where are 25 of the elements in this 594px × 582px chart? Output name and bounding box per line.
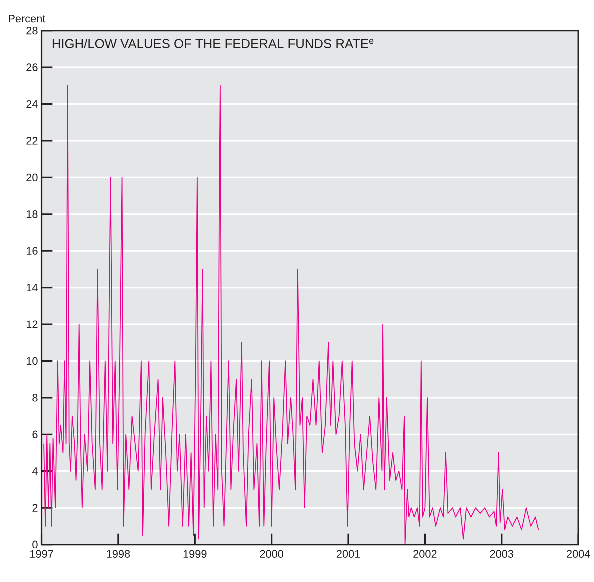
y-tick-label: 0 xyxy=(32,541,38,549)
y-tick-label: 24 xyxy=(26,100,38,108)
y-tick-label: 12 xyxy=(26,320,38,329)
x-tick-label: 2001 xyxy=(336,550,360,558)
y-tick-label: 14 xyxy=(26,284,38,292)
x-tick-label: 2004 xyxy=(567,550,590,558)
y-tick-label: 6 xyxy=(32,431,38,439)
y-tick-label: 26 xyxy=(26,64,38,72)
y-tick-label: 10 xyxy=(26,358,38,366)
y-tick-label: 2 xyxy=(32,504,38,512)
x-tick-label: 1997 xyxy=(30,550,54,558)
x-tick-label: 2003 xyxy=(490,550,514,558)
y-tick-label: 28 xyxy=(26,27,38,35)
y-tick-label: 22 xyxy=(26,137,38,145)
y-tick-label: 16 xyxy=(26,247,38,256)
y-tick-label: 20 xyxy=(26,174,38,182)
chart-title: HIGH/LOW VALUES OF THE FEDERAL FUNDS RATE$^{e}$ xyxy=(52,39,374,49)
y-axis-title: Percent xyxy=(9,15,46,23)
y-tick-label: 18 xyxy=(26,210,38,218)
y-tick-label: 8 xyxy=(32,394,38,402)
x-tick-label: 1999 xyxy=(184,550,207,558)
x-tick-label: 2000 xyxy=(260,550,284,558)
x-tick-label: 2002 xyxy=(414,550,437,558)
y-tick-label: 4 xyxy=(32,468,38,476)
x-tick-label: 1998 xyxy=(107,550,130,558)
